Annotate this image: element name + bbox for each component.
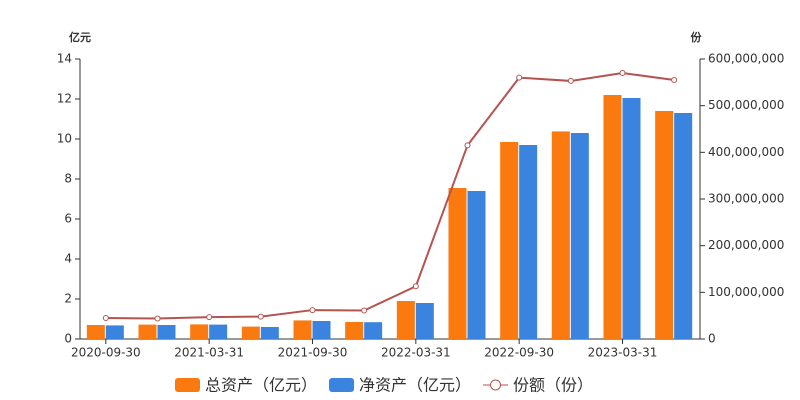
line-point — [154, 315, 161, 322]
bar — [655, 111, 674, 339]
line — [105, 71, 675, 320]
y-tick-label: 8 — [64, 172, 72, 186]
line-point — [309, 307, 316, 314]
y2-tick-label: 500,000,000 — [708, 98, 784, 112]
bar — [519, 145, 538, 339]
bar — [467, 191, 486, 339]
line-point — [516, 74, 523, 81]
y2-tick-label: 0 — [708, 332, 716, 346]
y2-unit: 份 — [691, 30, 703, 44]
bar — [415, 303, 434, 339]
bar — [293, 320, 312, 339]
bar — [138, 324, 157, 339]
legend-label: 份额（份） — [513, 376, 593, 395]
bar — [448, 188, 467, 339]
bar — [570, 133, 589, 339]
y2-tick-label: 400,000,000 — [708, 145, 784, 159]
bar — [500, 142, 519, 339]
line-point — [412, 283, 419, 290]
bar — [551, 131, 570, 339]
y2-tick-label: 200,000,000 — [708, 238, 784, 252]
y-tick-label: 14 — [57, 52, 72, 66]
legend-label: 净资产（亿元） — [359, 376, 471, 395]
legend-swatch — [175, 378, 200, 392]
y-tick-label: 10 — [57, 132, 72, 146]
x-tick-label: 2021-03-31 — [174, 346, 244, 360]
line-point — [567, 77, 574, 84]
bar — [603, 95, 622, 339]
y2-tick-label: 600,000,000 — [708, 52, 784, 66]
x-tick-label: 2022-09-30 — [484, 346, 554, 360]
bar — [674, 113, 693, 339]
y-tick-label: 6 — [64, 212, 72, 226]
bar — [345, 322, 364, 339]
y-tick-label: 2 — [64, 292, 72, 306]
legend-label: 总资产（亿元） — [205, 376, 317, 395]
line-point — [464, 142, 471, 149]
legend-swatch — [329, 378, 355, 392]
bar — [86, 325, 105, 339]
line-point — [257, 313, 264, 320]
x-tick-label: 2022-03-31 — [381, 346, 451, 360]
line-point — [619, 70, 626, 76]
y-tick-label: 0 — [64, 332, 72, 346]
y-tick-label: 12 — [57, 92, 72, 106]
line-point — [206, 314, 213, 321]
line-point — [361, 307, 368, 314]
x-tick-label: 2020-09-30 — [71, 346, 141, 360]
bar — [209, 324, 228, 339]
line-point — [102, 315, 109, 321]
bar — [241, 326, 260, 339]
bar — [396, 301, 415, 339]
bar — [157, 325, 176, 339]
x-tick-label: 2021-09-30 — [278, 346, 348, 360]
bar — [260, 327, 279, 339]
bar — [190, 324, 209, 339]
bar — [312, 321, 331, 339]
y-unit: 亿元 — [69, 30, 91, 44]
bar — [105, 325, 124, 339]
bar — [364, 322, 383, 339]
y-tick-label: 4 — [64, 252, 72, 266]
y2-tick-label: 300,000,000 — [708, 192, 784, 206]
bar — [622, 98, 641, 339]
y2-tick-label: 100,000,000 — [708, 285, 784, 299]
x-tick-label: 2023-03-31 — [588, 346, 658, 360]
line-point — [671, 77, 678, 83]
legend-swatch — [490, 379, 502, 391]
